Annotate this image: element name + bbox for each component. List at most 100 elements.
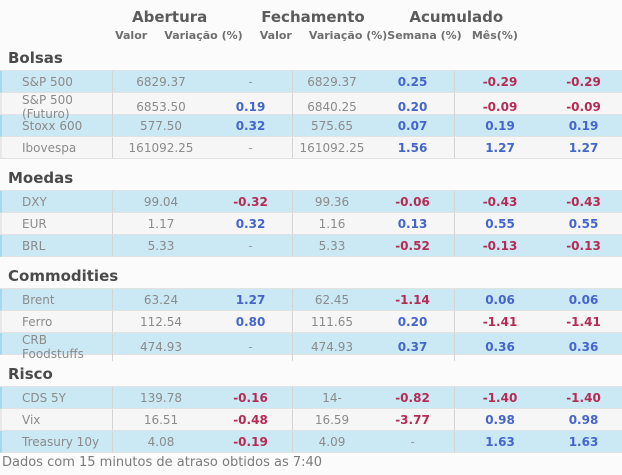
value-cell: 139.78 [140,390,182,405]
column-group-header-row: Abertura Fechamento Acumulado [98,8,528,26]
table-row: CRB Foodstuffs 474.93 - 474.93 0.37 0.36 0.36 [0,333,622,361]
value-cell: 0.80 [209,311,293,332]
subheader-semana: Semana (%) [387,29,462,42]
value-cell: 6829.37 [307,74,357,89]
value-cell: 161092.25 [299,140,365,155]
subheader-variacao-fechamento: Variação (%) [308,29,388,42]
table-row: S&P 500 (Futuro) 6853.50 0.19 6840.25 0.20 -… [0,93,622,121]
row-label: Vix [2,409,113,430]
value-cell: -0.19 [209,431,293,452]
section-table: CDS 5Y 139.78 -0.16 14- -0.82 -1.40 -1.40 Vix… [0,386,622,453]
section-title: Commodities [8,267,119,285]
value-cell: - [209,71,293,92]
value-cell: 0.06 [568,292,599,307]
data-delay-note: Dados com 15 minutos de atraso obtidos a… [2,455,323,470]
value-cell: - [371,431,455,452]
value-cell: 0.55 [568,216,599,231]
value-cell: 0.13 [371,213,455,234]
value-cell: -0.13 [482,238,518,253]
subheader-mes: Mês(%) [471,29,518,42]
value-cell: 62.45 [314,292,350,307]
table-row: Vix 16.51 -0.48 16.59 -3.77 0.98 0.98 [0,409,622,431]
row-label: S&P 500 (Futuro) [2,93,113,121]
group-header-abertura: Abertura [132,8,208,26]
value-cell: 0.36 [568,340,599,354]
value-cell: 0.98 [568,412,599,427]
group-header-fechamento: Fechamento [261,8,365,26]
value-cell: -0.29 [482,74,518,89]
value-cell: -0.06 [371,191,455,212]
value-cell: 6853.50 [136,100,186,114]
row-label: Brent [2,289,113,310]
value-cell: 1.56 [371,137,455,158]
value-cell: -0.09 [482,100,518,114]
value-cell: -1.40 [482,390,518,405]
value-cell: -0.52 [371,235,455,256]
value-cell: 0.07 [371,115,455,136]
row-label: Ibovespa [2,137,113,158]
value-cell: 4.08 [147,434,175,449]
value-cell: 161092.25 [128,140,194,155]
value-cell: -0.48 [209,409,293,430]
market-section: Risco CDS 5Y 139.78 -0.16 14- -0.82 -1.40 -1.… [0,366,622,453]
table-row: BRL 5.33 - 5.33 -0.52 -0.13 -0.13 [0,235,622,257]
value-cell: -0.16 [209,387,293,408]
subheader-variacao-abertura: Variação (%) [164,29,243,42]
row-label: DXY [2,191,113,212]
subheader-valor-fechamento: Valor [259,29,292,42]
section-table: Brent 63.24 1.27 62.45 -1.14 0.06 0.06 Ferro … [0,288,622,361]
value-cell: -0.43 [482,194,518,209]
value-cell: 4.09 [318,434,346,449]
value-cell: 99.04 [143,194,179,209]
market-section: Commodities Brent 63.24 1.27 62.45 -1.14 0.0… [0,267,622,361]
value-cell: 474.93 [140,340,182,354]
market-section: Bolsas S&P 500 6829.37-6829.37 0.25 -0.29-… [0,50,622,159]
value-cell: 474.93 [311,340,353,354]
value-cell: 111.65 [311,314,353,329]
value-cell: 6829.37 [136,74,186,89]
value-cell: 0.55 [485,216,515,231]
value-cell: 0.37 [371,333,455,361]
value-cell: 0.19 [485,118,515,133]
table-row: DXY 99.04 -0.32 99.36 -0.06 -0.43 -0.43 [0,191,622,213]
value-cell: - [209,137,293,158]
value-cell: 5.33 [147,238,175,253]
table-row: Treasury 10y 4.08 -0.19 4.09 - 1.63 1.63 [0,431,622,453]
value-cell: 1.27 [485,140,515,155]
value-cell: 14- [322,390,342,405]
value-cell: -1.40 [566,390,601,405]
value-cell: -0.09 [566,100,601,114]
value-cell: 1.27 [568,140,599,155]
table-row: EUR 1.17 0.32 1.16 0.13 0.55 0.55 [0,213,622,235]
value-cell: 1.16 [318,216,346,231]
value-cell: 577.50 [140,118,182,133]
value-cell: - [209,333,293,361]
value-cell: -0.13 [566,238,601,253]
market-section: Moedas DXY 99.04 -0.32 99.36 -0.06 -0.43 -0.4… [0,170,622,257]
value-cell: 0.25 [371,71,455,92]
row-label: EUR [2,213,113,234]
row-label: BRL [2,235,113,256]
table-row: CDS 5Y 139.78 -0.16 14- -0.82 -1.40 -1.40 [0,387,622,409]
value-cell: 0.19 [209,93,293,121]
value-cell: - [209,235,293,256]
market-summary-sections: Bolsas S&P 500 6829.37-6829.37 0.25 -0.29-… [0,50,622,453]
section-title: Moedas [8,169,74,187]
table-row: Brent 63.24 1.27 62.45 -1.14 0.06 0.06 [0,289,622,311]
value-cell: 16.51 [143,412,179,427]
value-cell: -0.82 [371,387,455,408]
group-header-acumulado: Acumulado [409,8,504,26]
section-title: Bolsas [8,49,63,67]
value-cell: -1.41 [482,314,518,329]
value-cell: 0.20 [371,311,455,332]
value-cell: 0.06 [485,292,515,307]
value-cell: 0.32 [209,115,293,136]
value-cell: -1.41 [566,314,601,329]
row-label: CDS 5Y [2,387,113,408]
value-cell: 6840.25 [307,100,357,114]
table-row: Ibovespa 161092.25-161092.25 1.56 1.27 1.27 [0,137,622,159]
subheader-valor-abertura: Valor [115,29,148,42]
value-cell: 63.24 [143,292,179,307]
table-row: Stoxx 600 577.50 0.32 575.65 0.07 0.19 0.19 [0,115,622,137]
value-cell: 99.36 [314,194,350,209]
